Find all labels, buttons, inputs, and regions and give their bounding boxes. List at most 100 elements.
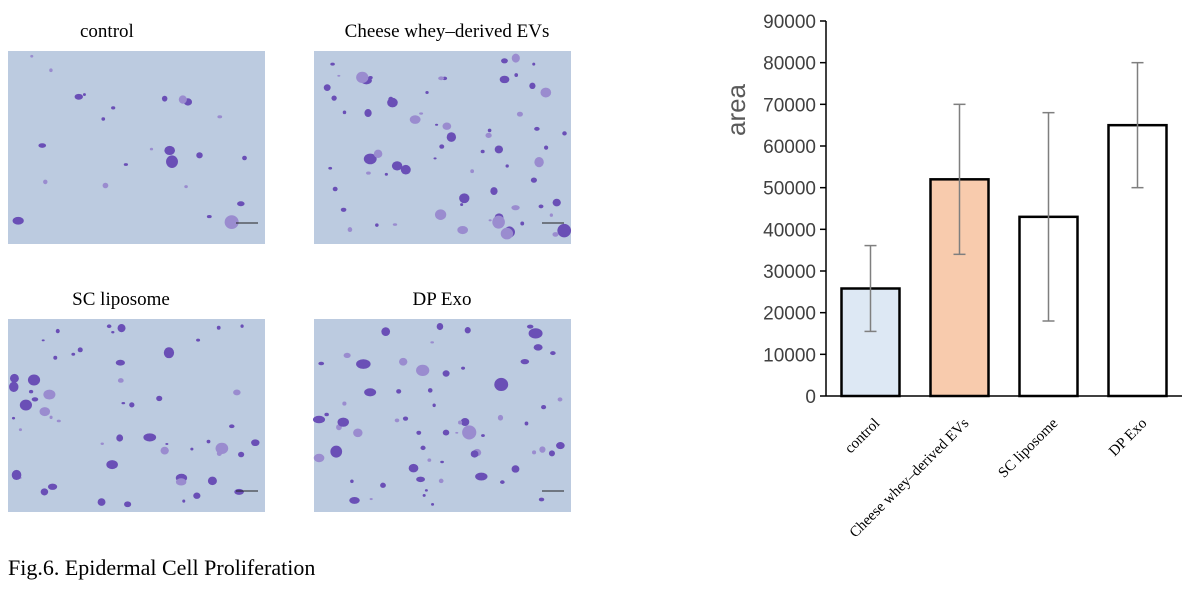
cell xyxy=(511,205,520,211)
cell xyxy=(156,395,163,402)
cell xyxy=(528,328,543,339)
cell xyxy=(416,430,422,435)
y-tick-label: 50000 xyxy=(763,179,816,200)
x-tick-label: control xyxy=(842,416,883,457)
cell xyxy=(163,347,175,359)
y-axis-title: area xyxy=(721,83,751,136)
cell xyxy=(12,216,24,225)
cell xyxy=(115,359,125,366)
cell xyxy=(111,331,115,334)
cell xyxy=(343,352,351,358)
cell xyxy=(419,112,424,115)
cell xyxy=(538,204,544,209)
cell xyxy=(520,358,530,365)
cell xyxy=(488,219,492,222)
cell xyxy=(49,68,53,73)
cell xyxy=(332,186,338,192)
cell xyxy=(387,97,398,108)
cell xyxy=(11,416,16,420)
cell xyxy=(41,339,45,342)
cell xyxy=(39,407,51,417)
panel-label: control xyxy=(80,21,134,42)
cell xyxy=(442,370,450,377)
cell xyxy=(541,404,547,410)
cell xyxy=(526,324,534,329)
cell xyxy=(328,166,333,170)
cell xyxy=(216,325,221,330)
cell xyxy=(206,439,211,444)
cell xyxy=(164,145,176,156)
cell xyxy=(462,425,477,440)
cell xyxy=(485,132,492,138)
cell xyxy=(331,95,337,101)
cell xyxy=(394,418,400,423)
cell xyxy=(416,364,430,377)
cell xyxy=(102,182,109,189)
cell xyxy=(458,420,463,425)
cell xyxy=(19,399,33,411)
cell xyxy=(422,493,426,497)
cell xyxy=(342,110,347,115)
cell xyxy=(464,327,471,334)
cell xyxy=(470,169,475,174)
cell xyxy=(340,207,347,212)
cell xyxy=(111,106,116,110)
cell xyxy=(166,155,178,168)
cell xyxy=(511,465,520,473)
cell xyxy=(381,327,391,336)
cell xyxy=(481,434,485,437)
cell xyxy=(82,93,86,96)
cell xyxy=(438,478,444,484)
cell xyxy=(47,483,58,490)
cell xyxy=(539,446,546,453)
cell xyxy=(490,187,498,195)
cell xyxy=(196,338,201,342)
cell xyxy=(323,84,331,91)
cell xyxy=(182,499,186,503)
cell xyxy=(71,352,76,356)
cell xyxy=(206,215,212,219)
cell xyxy=(330,445,343,458)
panel-label: SC liposome xyxy=(72,289,170,310)
cell xyxy=(533,344,543,351)
cell xyxy=(461,366,466,370)
cell xyxy=(43,389,56,400)
cell xyxy=(562,131,567,136)
cell xyxy=(470,450,479,458)
cell xyxy=(347,227,353,233)
cell xyxy=(400,164,411,175)
y-tick-label: 90000 xyxy=(763,12,816,33)
y-tick-label: 70000 xyxy=(763,95,816,116)
cell xyxy=(511,53,520,63)
cell xyxy=(121,401,126,405)
cell xyxy=(459,193,470,204)
cell xyxy=(193,492,201,499)
cell xyxy=(337,74,341,77)
cell xyxy=(53,355,58,360)
cell xyxy=(229,424,235,429)
cell xyxy=(436,322,444,331)
micrograph xyxy=(8,319,265,512)
cell xyxy=(534,126,540,131)
cell xyxy=(552,198,561,207)
y-tick-label: 60000 xyxy=(763,137,816,158)
cell xyxy=(196,152,203,159)
cell xyxy=(366,171,371,175)
cell xyxy=(106,460,118,470)
cell xyxy=(402,416,409,421)
cell xyxy=(384,172,388,176)
y-tick-label: 10000 xyxy=(763,345,816,366)
cell xyxy=(516,111,523,117)
cell xyxy=(391,161,403,171)
cell xyxy=(380,482,386,488)
x-tick-label: DP Exo xyxy=(1106,416,1150,460)
cell xyxy=(9,381,19,392)
panel-label: DP Exo xyxy=(413,289,472,310)
cell xyxy=(100,442,104,445)
cell xyxy=(392,223,398,226)
cell xyxy=(217,115,223,119)
cell xyxy=(27,374,41,386)
cell xyxy=(149,147,154,151)
cell xyxy=(440,460,444,464)
cell xyxy=(143,433,157,442)
